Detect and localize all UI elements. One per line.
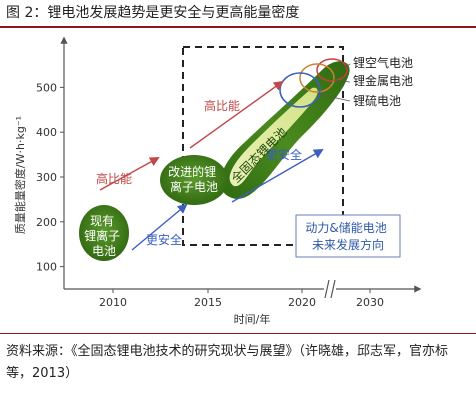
arrow-high-energy-1: [99, 157, 160, 191]
figure-title: 图 2：锂电池发展趋势是更安全与更高能量密度: [6, 5, 300, 21]
y-tick-label: 500: [36, 81, 57, 94]
future-type-li-s: 锂硫电池: [353, 93, 401, 108]
stage-current-label: 现有 锂离子 电池: [84, 214, 124, 258]
callout-box: [295, 214, 401, 258]
callout-text: 动力&储能电池 未来发展方向: [305, 220, 390, 252]
li-air-circle: [316, 58, 348, 82]
arrow-high-energy-2: [189, 80, 284, 149]
x-tick-label: 2020: [288, 296, 316, 309]
source-note: 资料来源：《全固态锂电池技术的研究现状与展望》（许晓雄，邱志军，官亦标等，201…: [6, 344, 449, 381]
solid-state-highlight: [229, 87, 318, 187]
future-type-li-metal: 锂金属电池: [353, 73, 413, 88]
pointer-li-s: [317, 93, 351, 102]
pointer-li-metal: [332, 79, 351, 83]
x-tick-label: 2010: [99, 296, 127, 309]
axis-break: [324, 279, 336, 299]
x-axis-title: 时间/年: [234, 312, 271, 326]
y-tick-label: 200: [36, 216, 57, 229]
arrow-label-high-energy-2: 高比能: [204, 98, 240, 113]
x-tick-label: 2030: [356, 296, 384, 309]
y-axis-title: 质量能量密度/W·h·kg⁻¹: [13, 116, 27, 234]
pointer-li-air: [343, 63, 351, 69]
x-tick-group: 2010 2015 2020 2030: [99, 289, 384, 309]
y-tick-label: 400: [36, 126, 57, 139]
stage-improved-liion: [160, 155, 228, 205]
li-metal-circle: [299, 63, 335, 93]
y-tick-group: 100 200 300 400 500: [36, 81, 64, 274]
stage-improved-label: 改进的锂 离子电池: [168, 164, 220, 194]
arrow-label-high-energy-1: 高比能: [96, 171, 132, 186]
title-rule: [0, 26, 476, 28]
arrow-label-safer-2: 更安全: [266, 147, 302, 162]
arrow-safer-1: [131, 203, 188, 251]
arrow-safer-2: [231, 149, 324, 203]
future-region-box: [182, 46, 344, 246]
x-tick-label: 2015: [194, 296, 222, 309]
battery-roadmap-chart: 100 200 300 400 500 2010 2015 2020 2030 质量能量密度/…: [13, 36, 422, 326]
stage-current-liion: [79, 205, 129, 261]
y-tick-label: 300: [36, 171, 57, 184]
arrow-label-safer-1: 更安全: [146, 232, 182, 247]
source-rule: [0, 333, 476, 334]
future-type-li-air: 锂空气电池: [353, 55, 413, 70]
y-tick-label: 100: [36, 261, 57, 274]
